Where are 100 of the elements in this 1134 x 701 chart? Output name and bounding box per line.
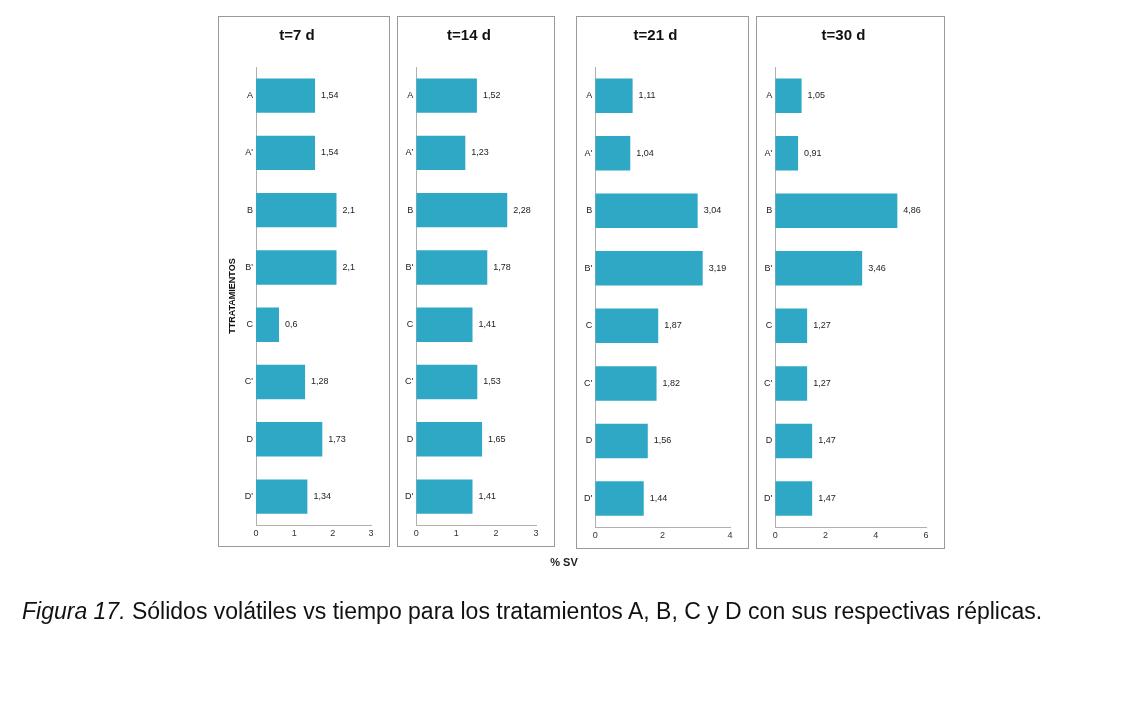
data-label: 1,78 [493, 261, 511, 272]
y-tick-label: C [406, 319, 414, 330]
bar [416, 250, 488, 285]
x-tick-label: 6 [923, 530, 929, 541]
data-label: 1,54 [321, 147, 339, 158]
data-label: 2,1 [342, 204, 356, 215]
bar [256, 479, 308, 514]
bar [775, 481, 813, 516]
data-label: 1,73 [328, 433, 346, 444]
bar [256, 78, 316, 113]
bar [775, 78, 802, 114]
x-tick-label: 0 [413, 528, 419, 539]
data-label: 1,65 [488, 433, 506, 444]
bar [775, 193, 898, 229]
y-tick-label: D' [764, 492, 773, 503]
bar [256, 135, 316, 171]
bar [416, 422, 483, 457]
data-label: 1,41 [478, 491, 497, 502]
y-tick-label: C [765, 320, 773, 331]
data-label: 1,27 [813, 377, 831, 388]
x-tick-label: 1 [291, 528, 297, 539]
bar [775, 251, 863, 286]
text: Figura 17. [22, 598, 126, 624]
y-tick-label: C' [764, 377, 773, 388]
data-label: 0,91 [804, 147, 822, 158]
y-tick-label: A' [405, 147, 414, 158]
bar [595, 78, 633, 114]
y-tick-label: B' [764, 262, 773, 273]
data-label: 1,11 [638, 90, 656, 101]
bar [595, 251, 703, 286]
data-label: 1,56 [653, 435, 672, 446]
y-tick-label: B' [405, 261, 414, 272]
x-tick-label: 2 [660, 530, 666, 541]
y-tick-label: D [585, 435, 593, 446]
data-label: 1,27 [813, 320, 831, 331]
bar [595, 481, 644, 516]
bar [416, 307, 473, 342]
y-tick-label: C [585, 320, 593, 331]
x-tick-label: 3 [533, 528, 539, 539]
x-tick-label: 2 [493, 528, 499, 539]
data-label: 0,6 [285, 319, 298, 330]
x-tick-label: 3 [368, 528, 374, 539]
bar [256, 364, 306, 400]
data-label: 1,04 [636, 147, 654, 158]
y-tick-label: B [586, 205, 593, 216]
bar [416, 479, 473, 514]
data-label: 1,44 [649, 492, 668, 503]
y-tick-label: C' [405, 376, 414, 387]
y-tick-label: B [766, 205, 773, 216]
bar [775, 136, 799, 171]
x-tick-label: 2 [822, 530, 828, 541]
y-tick-label: A [407, 90, 414, 101]
y-tick-label: D' [405, 491, 414, 502]
data-label: 1,82 [662, 377, 681, 388]
x-tick-label: 0 [772, 530, 778, 541]
y-tick-label: A' [245, 147, 254, 158]
data-label: 1,54 [321, 90, 339, 101]
bar [256, 250, 337, 285]
y-tick-label: A [247, 90, 254, 101]
data-label: 1,53 [483, 376, 501, 387]
data-label: 1,41 [478, 319, 497, 330]
y-tick-label: D [246, 433, 254, 444]
bar [595, 423, 648, 459]
bar [595, 193, 698, 229]
y-tick-label: B' [245, 261, 254, 272]
data-label: 1,52 [482, 90, 501, 101]
y-axis-title: TTRATAMIENTOS [226, 258, 237, 334]
chart-title: t=30 d [821, 26, 866, 44]
bar [256, 307, 280, 342]
data-label: 1,47 [818, 492, 836, 503]
bar [595, 136, 631, 171]
data-label: 1,28 [311, 376, 329, 387]
x-tick-label: 2 [330, 528, 336, 539]
bar [416, 135, 466, 171]
data-label: 3,19 [708, 262, 727, 273]
y-tick-label: A [766, 90, 773, 101]
y-tick-label: A' [764, 147, 773, 158]
x-tick-label: 0 [592, 530, 598, 541]
y-tick-label: B [407, 204, 414, 215]
y-tick-label: C [246, 319, 254, 330]
bar [775, 308, 808, 344]
x-tick-label: 1 [453, 528, 459, 539]
chart-title: t=21 d [633, 26, 678, 44]
y-tick-label: D [765, 435, 773, 446]
y-tick-label: A' [584, 147, 593, 158]
data-label: 1,47 [818, 435, 836, 446]
bar [256, 422, 323, 457]
data-label: 1,34 [313, 491, 331, 502]
bar [416, 364, 478, 400]
data-label: 3,04 [703, 205, 722, 216]
y-tick-label: D' [244, 491, 254, 502]
data-label: 1,23 [471, 147, 489, 158]
data-label: 2,1 [342, 261, 356, 272]
data-label: 2,28 [513, 204, 531, 215]
text: Sólidos volátiles vs tiempo para los tratamientos A, B, C y D con sus respectivas réplicas. [131, 598, 1043, 624]
data-label: 1,05 [807, 90, 826, 101]
x-axis-title: % SV [550, 556, 578, 568]
bar [416, 193, 508, 228]
bar [595, 366, 657, 401]
bar [256, 193, 337, 228]
